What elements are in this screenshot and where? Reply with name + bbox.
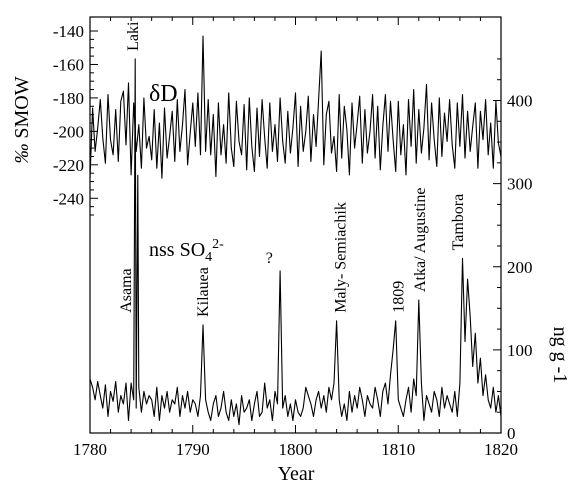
annotations: Asama Laki Kilauea? Maly- Semiachik 1809 Atka… [118,21,467,317]
x-tick-label: 1800 [279,440,313,459]
right-axis-title: ng g -1 [549,327,571,384]
annotation-label: Atka/ Augustine [412,188,429,292]
left-tick-label: -200 [53,122,84,141]
left-tick-label: -220 [53,156,84,175]
right-tick-label: 100 [507,341,533,360]
left-tick-label: -160 [53,55,84,74]
right-tick-label: 400 [507,92,533,111]
sulfate-label-main: nss SO [149,239,205,261]
tick-labels: 1780 1790 1800 1810 1820 -240 -220 -200 -180 -160… [53,22,533,459]
annotation-label: Kilauea [195,267,212,317]
deltaD-label: δD [149,81,178,107]
tick-marks [89,17,502,434]
sulfate-label-sub: 4 [205,250,212,265]
sulfate-label: nss SO42- [149,237,224,265]
sulfate-label-sup: 2- [212,237,224,252]
series-lines [89,35,502,426]
plot-frame [89,16,502,434]
right-tick-label: 0 [507,424,516,443]
x-axis-title: Year [278,463,315,485]
left-tick-label: -180 [53,89,84,108]
x-tick-label: 1790 [176,440,210,459]
left-axis-title: ‰ SMOW [11,76,33,163]
deltaD-series-line [89,35,502,179]
left-axis-title-suffix: SMOW [11,76,33,143]
annotation-label: Tambora [450,194,467,251]
left-tick-label: -240 [53,189,84,208]
annotation-label: Laki [125,21,142,51]
left-axis-title-prefix: ‰ [11,144,33,164]
annotation-label: Asama [118,268,135,312]
annotation-label: 1809 [390,281,407,313]
right-tick-label: 200 [507,258,533,277]
annotation-label: ? [266,250,273,267]
x-tick-label: 1810 [381,440,415,459]
annotation-label: Maly- Semiachik [333,202,350,313]
sulfate-series-line [89,58,502,426]
left-tick-label: -140 [53,22,84,41]
right-tick-label: 300 [507,175,533,194]
x-tick-label: 1820 [484,440,518,459]
x-tick-label: 1780 [73,440,107,459]
